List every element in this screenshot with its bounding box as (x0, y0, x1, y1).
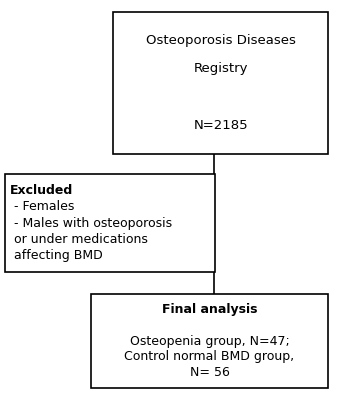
Text: - Males with osteoporosis: - Males with osteoporosis (10, 216, 172, 230)
Text: Osteoporosis Diseases: Osteoporosis Diseases (146, 34, 295, 47)
Text: or under medications: or under medications (10, 233, 148, 246)
Text: Control normal BMD group,: Control normal BMD group, (124, 350, 294, 363)
Text: N=2185: N=2185 (193, 119, 248, 132)
FancyBboxPatch shape (5, 174, 215, 272)
Text: Final analysis: Final analysis (162, 303, 257, 316)
Text: affecting BMD: affecting BMD (10, 249, 103, 262)
Text: Osteopenia group, N=47;: Osteopenia group, N=47; (130, 334, 289, 348)
Text: Excluded: Excluded (10, 184, 74, 197)
Text: N= 56: N= 56 (189, 366, 229, 379)
FancyBboxPatch shape (91, 294, 328, 388)
FancyBboxPatch shape (113, 12, 328, 154)
Text: - Females: - Females (10, 200, 75, 213)
Text: Registry: Registry (193, 62, 248, 75)
